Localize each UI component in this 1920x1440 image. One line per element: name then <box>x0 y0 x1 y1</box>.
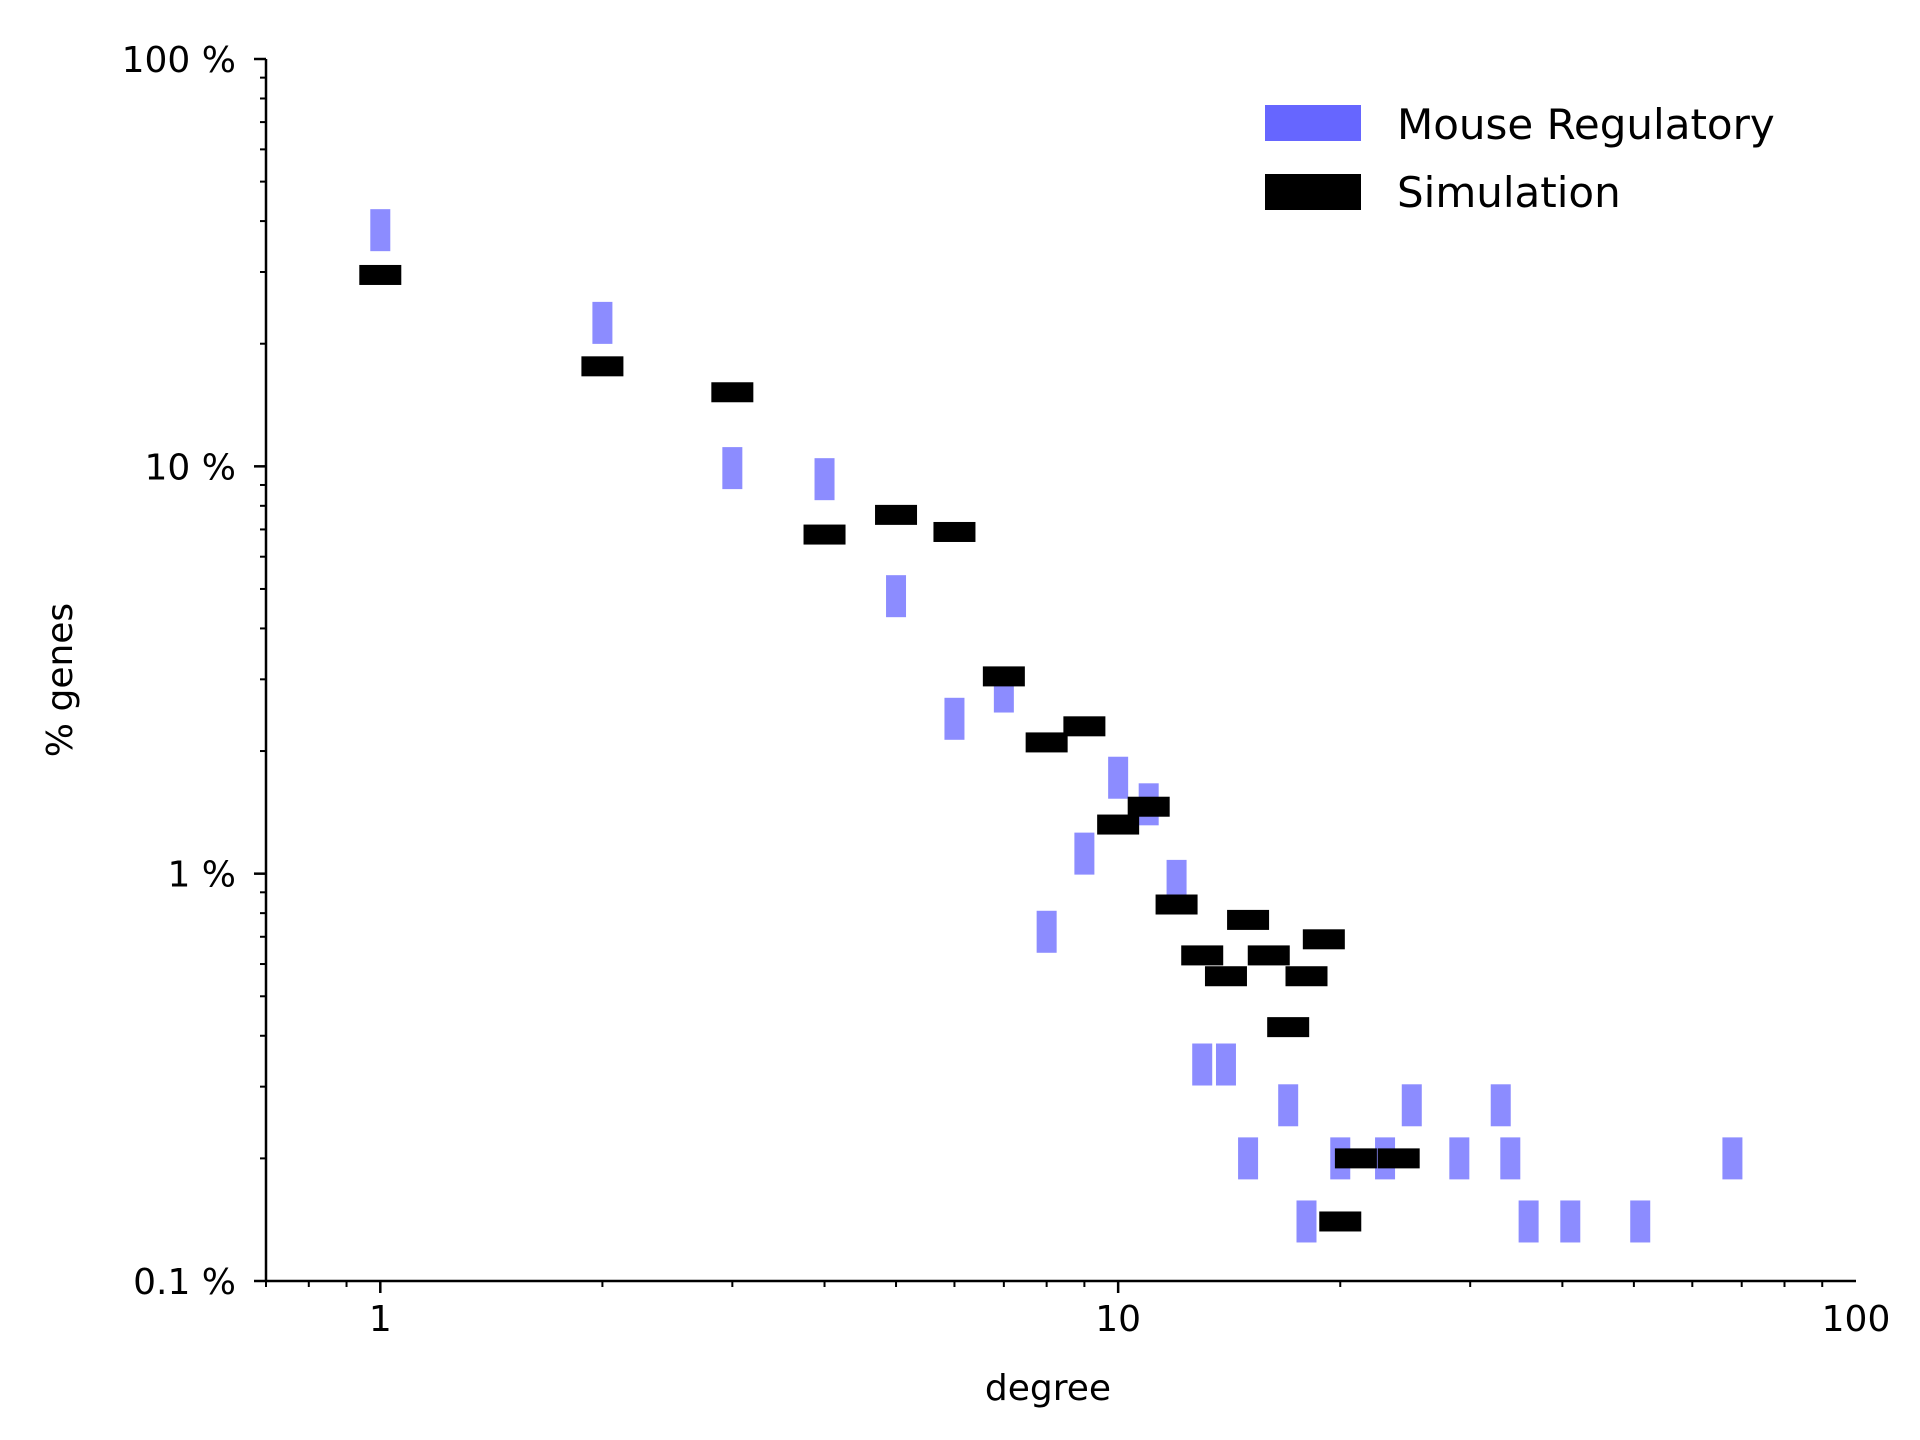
simulation-point <box>1155 894 1198 915</box>
mouse-regulatory-point <box>1722 1137 1743 1180</box>
simulation-point <box>803 524 846 545</box>
axes: 1 10 100 0.1 % 1 % 10 % 100 % <box>122 40 1891 1340</box>
simulation-point <box>1127 796 1170 817</box>
x-axis-title: degree <box>985 1368 1111 1409</box>
simulation-point <box>1247 945 1290 966</box>
mouse-regulatory-point <box>1560 1200 1581 1243</box>
mouse-regulatory-point <box>1518 1200 1539 1243</box>
x-tick-label: 1 <box>369 1299 392 1340</box>
mouse-regulatory-point <box>1296 1200 1317 1243</box>
simulation-point <box>1302 929 1345 950</box>
simulation-point <box>1227 909 1270 930</box>
mouse-regulatory-point <box>1215 1043 1236 1086</box>
mouse-regulatory-point <box>1500 1137 1521 1180</box>
simulation-point <box>1377 1148 1420 1169</box>
y-tick-label: 100 % <box>122 40 236 81</box>
mouse-regulatory-point <box>1108 756 1129 799</box>
simulation-point <box>359 264 402 285</box>
mouse-regulatory-point <box>944 697 965 740</box>
simulation-point <box>933 521 976 542</box>
simulation-point <box>1025 732 1068 753</box>
y-axis-title: % genes <box>40 603 81 757</box>
legend-label-simulation: Simulation <box>1397 168 1621 217</box>
simulation-point <box>1204 966 1247 987</box>
mouse-regulatory-point <box>1630 1200 1651 1243</box>
mouse-regulatory-point <box>886 575 907 618</box>
mouse-regulatory-point <box>1401 1084 1422 1127</box>
simulation-point <box>1097 814 1140 835</box>
mouse-regulatory-point <box>370 209 391 252</box>
x-tick-label: 10 <box>1095 1299 1141 1340</box>
mouse-regulatory-point <box>592 301 613 344</box>
series-simulation <box>359 264 1420 1232</box>
y-ticks: 0.1 % 1 % 10 % 100 % <box>122 40 266 1303</box>
y-tick-label: 10 % <box>145 447 236 488</box>
simulation-point <box>1063 716 1106 737</box>
simulation-point <box>1334 1148 1377 1169</box>
mouse-regulatory-point <box>1449 1137 1470 1180</box>
mouse-regulatory-point <box>1490 1084 1511 1127</box>
mouse-regulatory-point <box>1192 1043 1213 1086</box>
simulation-point <box>875 504 918 525</box>
legend: Mouse Regulatory Simulation <box>1265 100 1775 217</box>
mouse-regulatory-point <box>814 458 835 501</box>
legend-swatch-mouse-regulatory <box>1265 105 1361 141</box>
simulation-point <box>1181 945 1224 966</box>
mouse-regulatory-point <box>722 447 743 490</box>
simulation-point <box>982 666 1025 687</box>
mouse-regulatory-point <box>1238 1137 1259 1180</box>
x-ticks: 1 10 100 <box>265 1281 1891 1340</box>
mouse-regulatory-point <box>1036 910 1057 953</box>
simulation-point <box>711 382 754 403</box>
simulation-point <box>1267 1017 1310 1038</box>
legend-label-mouse-regulatory: Mouse Regulatory <box>1397 100 1775 149</box>
mouse-regulatory-point <box>1074 832 1095 875</box>
mouse-regulatory-point <box>1278 1084 1299 1127</box>
simulation-point <box>581 356 624 377</box>
simulation-point <box>1319 1211 1362 1232</box>
plot-marks <box>359 209 1743 1243</box>
simulation-point <box>1285 966 1328 987</box>
mouse-regulatory-point <box>1166 859 1187 902</box>
x-tick-label: 100 <box>1822 1299 1891 1340</box>
legend-swatch-simulation <box>1265 174 1361 210</box>
y-tick-label: 0.1 % <box>133 1262 236 1303</box>
series-mouse-regulatory <box>370 209 1743 1243</box>
y-tick-label: 1 % <box>167 855 236 896</box>
